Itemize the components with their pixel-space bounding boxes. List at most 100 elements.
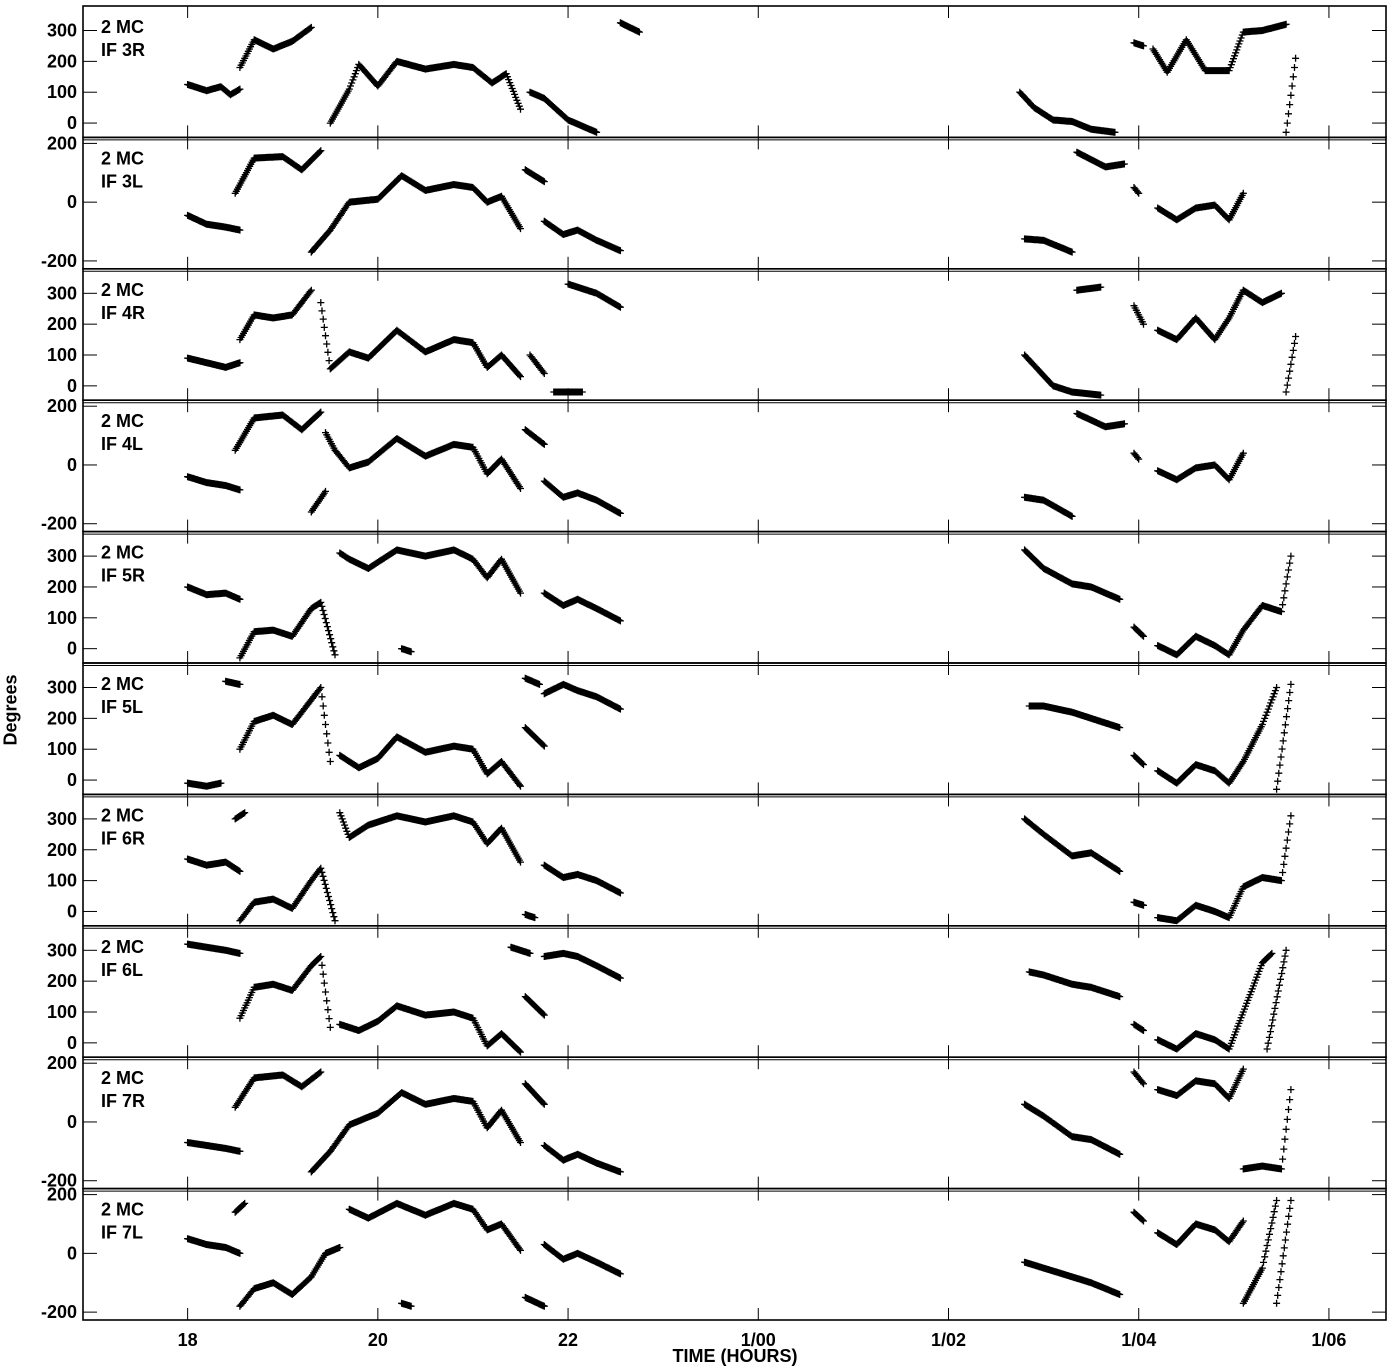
data-series [1073,148,1128,171]
data-series [1130,184,1143,197]
data-series [1130,623,1147,640]
data-series [550,388,586,396]
data-series [540,1142,624,1176]
data-series [540,861,624,897]
y-tick-label: 0 [67,639,77,659]
panel-label-line1: 2 MC [101,280,144,300]
panel-label-line1: 2 MC [101,411,144,431]
data-series [1130,302,1147,328]
panel-10: -200 0 200 2 MC IF 7L [41,1185,1387,1322]
y-tick-label: 0 [67,770,77,790]
data-series [184,940,244,957]
data-series [1239,1086,1295,1173]
data-series [222,677,244,688]
data-series [1154,552,1295,659]
data-series [184,81,244,99]
data-series [184,473,244,494]
data-series [1154,684,1281,787]
panel-frame [82,399,1387,533]
panel-label-line2: IF 6R [101,828,145,848]
data-series [1154,812,1295,925]
panel-label-line1: 2 MC [101,805,144,825]
data-series [1021,493,1076,520]
y-axis-label: Degrees [0,674,21,746]
x-tick-label: 1/02 [931,1330,966,1350]
y-tick-label: 200 [47,971,77,991]
data-series [1154,189,1247,224]
data-series [1154,1217,1247,1248]
data-series [398,1299,415,1310]
data-series [1025,702,1124,732]
data-series [1021,546,1124,603]
data-series [1263,946,1290,1053]
x-tick-label: 1/06 [1311,1330,1346,1350]
y-tick-label: 200 [47,51,77,71]
y-tick-label: 0 [67,192,77,212]
data-series [336,809,524,866]
data-series [317,299,524,381]
y-tick-label: 0 [67,1243,77,1263]
x-tick-label: 20 [368,1330,388,1350]
data-series [1154,449,1247,484]
y-tick-label: 0 [67,1033,77,1053]
y-tick-label: 300 [47,678,77,698]
panel-label-line2: IF 4R [101,303,145,323]
y-tick-label: 100 [47,345,77,365]
y-tick-label: 200 [47,314,77,334]
y-tick-label: 300 [47,283,77,303]
panel-label-line1: 2 MC [101,674,144,694]
data-series [540,949,624,982]
data-series [526,351,548,377]
x-tick-label: 18 [178,1330,198,1350]
panel-label-line2: IF 3L [101,171,143,191]
panel-label-line1: 2 MC [101,1200,144,1220]
y-tick-label: 100 [47,608,77,628]
data-series [322,429,524,492]
data-series [540,217,624,255]
panel-label-line1: 2 MC [101,17,144,37]
data-series [336,546,524,597]
data-series [1130,1208,1147,1225]
data-series [231,1199,249,1216]
y-tick-label: 100 [47,739,77,759]
data-series [398,645,415,656]
y-tick-label: 0 [67,113,77,133]
data-series [1016,88,1119,136]
data-series [521,911,539,922]
panel-label-line1: 2 MC [101,148,144,168]
data-series [184,1139,244,1155]
panel-2: -200 0 200 2 MC IF 3L [41,133,1387,271]
y-tick-label: 200 [47,1185,77,1205]
data-series [540,477,624,517]
x-tick-label: 1/04 [1121,1330,1156,1350]
y-tick-label: -200 [41,1171,77,1191]
data-series [1273,1197,1295,1307]
data-series [236,953,334,1031]
y-tick-label: -200 [41,514,77,534]
data-series [184,779,225,790]
data-series [521,1293,548,1310]
data-series [1282,54,1300,136]
data-series [507,943,534,957]
panel-label-line1: 2 MC [101,937,144,957]
panel-label-line2: IF 7R [101,1091,145,1111]
panel-label-line2: IF 4L [101,434,143,454]
panel-3: 0 100 200 300 2 MC IF 4R [47,267,1387,401]
panel-frame [82,662,1387,796]
y-tick-label: 200 [47,396,77,416]
data-series [521,426,548,448]
panel-frame [82,5,1387,139]
data-series [521,993,548,1019]
data-series [1021,235,1076,256]
data-series [521,674,543,688]
panel-label-line1: 2 MC [101,1068,144,1088]
data-series [1021,1100,1124,1158]
panel-label-line2: IF 5R [101,566,145,586]
data-series [1130,898,1147,909]
data-series [184,855,244,875]
y-tick-label: -200 [41,251,77,271]
x-tick-label: 22 [558,1330,578,1350]
data-series [1130,1068,1147,1088]
data-series [236,286,315,344]
